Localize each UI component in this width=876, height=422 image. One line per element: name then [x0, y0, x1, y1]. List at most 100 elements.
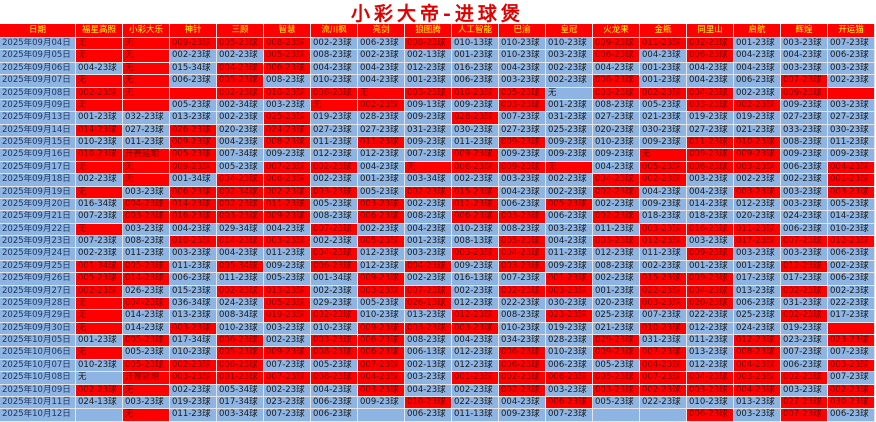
cell: 015-34球	[170, 62, 217, 76]
cell: 004-23球	[217, 62, 264, 76]
cell: 010-23球	[264, 87, 311, 100]
cell: 012-23球	[781, 260, 828, 274]
cell	[640, 409, 687, 422]
cell: 010-23球	[593, 137, 640, 150]
date-cell: 2025年09月13日	[0, 112, 76, 125]
cell: 004-23球	[640, 186, 687, 199]
cell: 016-13球	[452, 273, 499, 286]
cell: 002-23球	[734, 87, 781, 100]
cell: 002-23球	[452, 174, 499, 187]
cell: 003-23球	[358, 285, 405, 298]
cell: 024-23球	[781, 211, 828, 224]
cell: 011-23球	[593, 223, 640, 236]
cell: 007-23球	[499, 112, 546, 125]
cell: 009-23球	[640, 198, 687, 212]
cell: 025-23球	[734, 310, 781, 323]
cell: 006-23球	[687, 161, 734, 175]
cell: 009-23球	[499, 409, 546, 422]
cell: 034-23球	[499, 335, 546, 348]
cell: 009-23球	[170, 161, 217, 175]
cell: 011-23球	[452, 198, 499, 212]
cell: 005-23球	[828, 198, 875, 212]
cell: 002-23球	[781, 285, 828, 298]
cell: 009-23球	[170, 137, 217, 150]
cell: 007-23球	[781, 409, 828, 422]
cell: 023-23球	[781, 335, 828, 348]
cell: 019-23球	[734, 112, 781, 125]
cell: 002-23球	[311, 174, 358, 187]
cell: 002-13球	[405, 50, 452, 63]
date-cell: 2025年10月09日	[0, 384, 76, 397]
cell: 002-23球	[76, 174, 123, 187]
cell: 017-23球	[734, 236, 781, 249]
cell: 006-23球	[499, 359, 546, 373]
cell: 006-23球	[828, 273, 875, 286]
cell: 003-23球	[734, 186, 781, 199]
cell: 009-23球	[734, 149, 781, 162]
cell: 010-23球	[170, 236, 217, 249]
cell: 005-23球	[76, 273, 123, 286]
cell: 013-23球	[405, 310, 452, 323]
cell: 033-23球	[781, 124, 828, 137]
cell: 无	[123, 87, 170, 100]
cell: 003-23球	[828, 62, 875, 76]
cell: 008-23球	[264, 75, 311, 88]
cell: 001-23球	[734, 38, 781, 51]
cell: 011-23球	[123, 248, 170, 261]
cell: 003-23球	[405, 322, 452, 335]
cell: 012-23球	[687, 359, 734, 373]
cell: 001-23球	[358, 174, 405, 187]
cell: 012-23球	[358, 149, 405, 162]
cell: 002-23球	[405, 198, 452, 212]
cell: 010-23球	[640, 322, 687, 335]
cell: 028-23球	[452, 112, 499, 125]
cell: 无	[123, 50, 170, 63]
cell: 009-13球	[405, 99, 452, 113]
cell: 003-23球	[170, 322, 217, 335]
cell: 002-13球	[405, 359, 452, 373]
cell: 009-23球	[828, 149, 875, 162]
cell: 005-23球	[499, 87, 546, 100]
cell: 008-23球	[593, 99, 640, 113]
cell: 003-23球	[734, 248, 781, 261]
cell: 012-23球	[452, 347, 499, 360]
column-header: 狼图腾	[405, 24, 452, 38]
cell: 002-23球	[593, 211, 640, 224]
cell: 002-23球	[828, 75, 875, 88]
cell: 002-23球	[264, 335, 311, 348]
cell: 003-23球	[687, 236, 734, 249]
date-cell: 2025年10月06日	[0, 347, 76, 360]
cell: 006-23球	[828, 248, 875, 261]
cell: 003-23球	[781, 186, 828, 199]
cell: 016-23球	[452, 62, 499, 76]
cell: 010-23球	[311, 322, 358, 335]
cell: 006-23球	[170, 273, 217, 286]
cell: 010-23球	[546, 347, 593, 360]
cell: 003-23球	[828, 99, 875, 113]
cell: 027-23球	[311, 124, 358, 137]
date-cell: 2025年09月15日	[0, 137, 76, 150]
cell: 003-23球	[640, 297, 687, 311]
cell: 002-23球	[358, 50, 405, 63]
cell: 003-23球	[264, 322, 311, 335]
cell: 002-23球	[734, 174, 781, 187]
cell: 004-23球	[123, 297, 170, 311]
cell: 027-23球	[781, 396, 828, 410]
cell: 002-23球	[405, 273, 452, 286]
cell: 004-23球	[358, 372, 405, 385]
cell: 002-23球	[217, 87, 264, 100]
cell: 019-23球	[311, 112, 358, 125]
cell: 005-23球	[264, 297, 311, 311]
cell: 002-23球	[217, 285, 264, 298]
column-header: 火龙果	[593, 24, 640, 38]
cell: 005-23球	[499, 236, 546, 249]
cell: 004-23球	[170, 223, 217, 236]
cell: 014-23球	[170, 198, 217, 212]
cell: 005-23球	[170, 99, 217, 113]
cell: 003-23球	[781, 62, 828, 76]
cell: 001-23球	[687, 260, 734, 274]
cell: 021-23球	[593, 322, 640, 335]
cell: 004-23球	[311, 384, 358, 397]
cell: 031-23球	[546, 112, 593, 125]
